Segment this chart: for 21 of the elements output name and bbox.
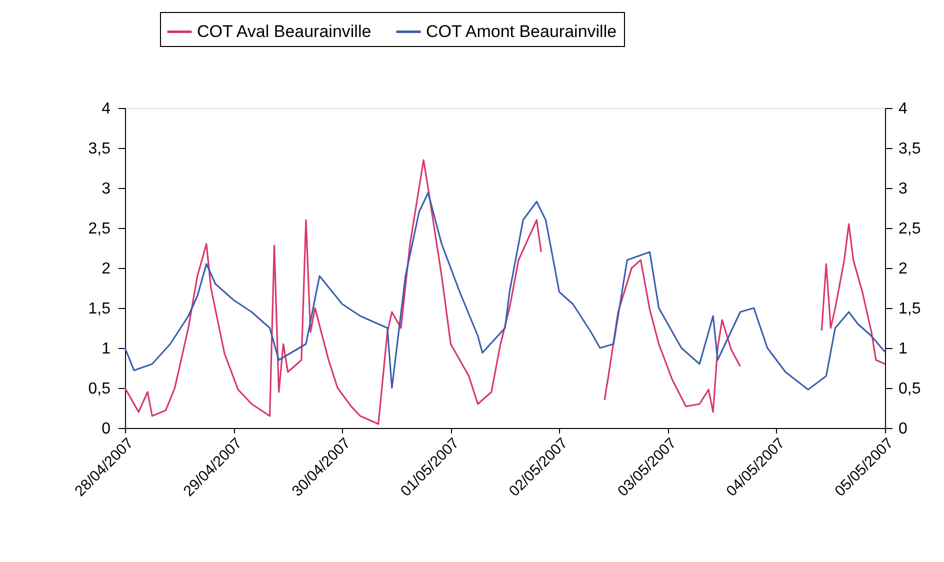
y2-tick-label: 3 [898, 180, 908, 198]
y2-tick-label: 3,5 [898, 140, 921, 158]
y2-tick-label: 0 [898, 420, 908, 438]
y2-tick-label: 2,5 [898, 220, 921, 238]
y-tick-label: 4 [102, 100, 111, 118]
y2-tick-label: 4 [898, 100, 908, 118]
legend-label: COT Amont Beaurainville [426, 22, 617, 41]
y2-tick-label: 1,5 [898, 300, 921, 318]
y2-tick-label: 0,5 [898, 380, 921, 398]
y2-tick-label: 2 [898, 260, 908, 278]
line-series [124, 192, 886, 390]
y-tick-label: 2,5 [88, 220, 111, 238]
y-tick-label: 1 [102, 340, 111, 358]
y-tick-label: 2 [102, 260, 111, 278]
legend-label: COT Aval Beaurainville [197, 22, 372, 41]
y2-tick-label: 1 [898, 340, 908, 358]
y-tick-label: 3,5 [88, 140, 111, 158]
y-tick-label: 0,5 [88, 380, 111, 398]
y-tick-label: 0 [102, 420, 111, 438]
y-tick-label: 1,5 [88, 300, 111, 318]
y-tick-label: 3 [102, 180, 111, 198]
